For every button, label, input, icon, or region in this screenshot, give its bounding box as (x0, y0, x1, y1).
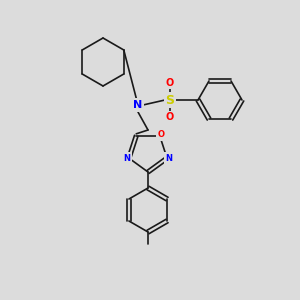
Text: N: N (134, 100, 142, 110)
Text: S: S (166, 94, 175, 106)
Text: O: O (166, 112, 174, 122)
Text: O: O (166, 78, 174, 88)
Text: N: N (166, 154, 172, 163)
Text: N: N (124, 154, 130, 163)
Text: O: O (157, 130, 164, 139)
